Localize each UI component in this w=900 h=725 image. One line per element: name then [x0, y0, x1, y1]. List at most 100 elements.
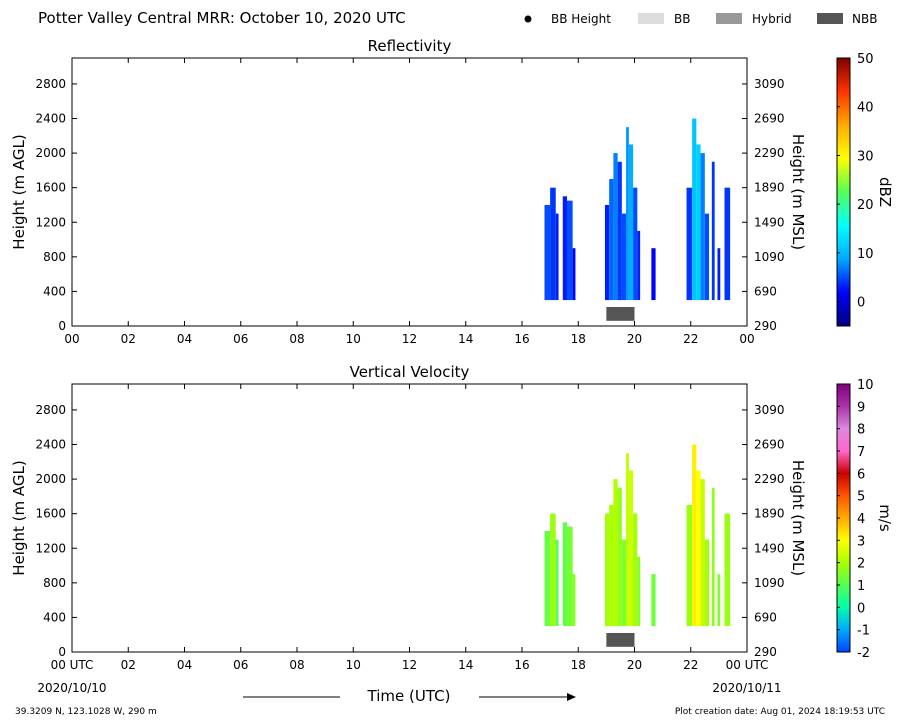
colorbar-tick-label: 10 [857, 378, 874, 393]
x-tick-label: 02 [121, 332, 136, 346]
x-tick-label: 16 [514, 332, 529, 346]
legend-bb-label: BB [674, 12, 690, 26]
echo-cell [555, 539, 559, 627]
echo-cell [604, 513, 610, 627]
colorbar-tick-label: 1 [857, 579, 865, 594]
x-tick-label: 14 [458, 332, 473, 346]
echo-cell [613, 153, 618, 301]
creation-date-text: Plot creation date: Aug 01, 2024 18:19:5… [675, 707, 885, 717]
colorbar [836, 57, 851, 327]
y2-tick-label: 1490 [754, 215, 785, 229]
colorbar-tick-label: 20 [857, 198, 874, 213]
echo-cell [572, 248, 576, 301]
y-tick-label: 1200 [35, 215, 66, 229]
x-tick-label: 10 [346, 332, 361, 346]
echo-cell [550, 513, 556, 627]
figure-title: Potter Valley Central MRR: October 10, 2… [38, 9, 406, 27]
echo-cell [711, 487, 715, 627]
y2-tick-label: 3090 [754, 403, 785, 417]
echo-cell [562, 522, 567, 627]
legend-bb-height-marker [524, 15, 532, 23]
panel-title: Reflectivity [368, 37, 452, 55]
echo-cell [628, 144, 634, 301]
x-tick-label: 12 [402, 332, 417, 346]
echo-cell [717, 248, 721, 301]
y2-tick-label: 3090 [754, 77, 785, 91]
legend-hybrid-label: Hybrid [752, 12, 792, 26]
echo-cell [609, 505, 614, 627]
panel-title: Vertical Velocity [350, 363, 470, 381]
colorbar-tick-label: 30 [857, 149, 874, 164]
y-tick-label: 2400 [35, 112, 66, 126]
colorbar-tick-label: 40 [857, 101, 874, 116]
colorbar-tick-label: -1 [857, 624, 870, 639]
echo-cell [711, 161, 715, 301]
echo-cell [544, 204, 551, 301]
y-tick-label: 800 [43, 250, 66, 264]
y2-tick-label: 2290 [754, 472, 785, 486]
legend-hybrid-swatch [716, 13, 742, 24]
colorbar-tick-label: 3 [857, 534, 865, 549]
legend: BB Height BB Hybrid NBB [524, 12, 877, 26]
y2-axis-label: Height (m MSL) [789, 460, 807, 576]
y-tick-label: 400 [43, 284, 66, 298]
x-tick-label: 10 [346, 658, 361, 672]
echo-cell [626, 453, 629, 627]
echo-cell [604, 204, 610, 301]
legend-bb-height-label: BB Height [551, 12, 611, 26]
colorbar-tick-label: 4 [857, 512, 865, 527]
x-tick-label: 00 [739, 332, 754, 346]
colorbar-tick-label: 6 [857, 467, 865, 482]
xlabel-arrowhead [567, 693, 576, 701]
y2-tick-label: 1490 [754, 541, 785, 555]
echo-cell [704, 539, 710, 627]
echo-cell [724, 187, 731, 301]
y2-tick-label: 2690 [754, 112, 785, 126]
echo-cell [562, 196, 567, 301]
x-axis-label: Time (UTC) [367, 687, 451, 705]
y-tick-label: 0 [58, 645, 66, 659]
echo-cell [700, 479, 705, 627]
echo-cell [633, 513, 638, 627]
x-tick-label: 08 [289, 658, 304, 672]
echo-cell [572, 574, 576, 627]
y-tick-label: 400 [43, 610, 66, 624]
colorbar-tick-label: -2 [857, 646, 870, 661]
x-tick-label: 18 [571, 332, 586, 346]
x-tick-label: 04 [177, 658, 192, 672]
y-tick-label: 2400 [35, 438, 66, 452]
colorbar-tick-label: 2 [857, 557, 865, 572]
bright-band-nbb-marker [606, 306, 635, 321]
colorbar-tick-label: 8 [857, 423, 865, 438]
x-tick-label: 04 [177, 332, 192, 346]
x-tick-label: 06 [233, 332, 248, 346]
echo-cell [686, 505, 693, 627]
echo-cell [609, 179, 614, 301]
echo-cell [555, 213, 559, 301]
echo-cell [696, 144, 701, 301]
x-tick-label: 22 [683, 658, 698, 672]
echo-cell [724, 513, 731, 627]
echo-cell [717, 574, 721, 627]
y-tick-label: 0 [58, 319, 66, 333]
y-axis-label: Height (m AGL) [10, 134, 28, 249]
y2-tick-label: 290 [754, 645, 777, 659]
y2-tick-label: 1090 [754, 576, 785, 590]
colorbar-label: m/s [876, 504, 894, 532]
bright-band-nbb-marker [606, 632, 635, 647]
x-tick-label: 00 UTC [51, 658, 94, 672]
x-tick-label: 16 [514, 658, 529, 672]
y-tick-label: 2800 [35, 77, 66, 91]
echo-cell [651, 574, 656, 627]
echo-cell [686, 187, 693, 301]
legend-nbb-swatch [817, 13, 843, 24]
colorbar-label: dBZ [876, 177, 894, 207]
echo-cell [692, 118, 697, 301]
y-axis-label: Height (m AGL) [10, 460, 28, 575]
y2-tick-label: 690 [754, 284, 777, 298]
x-tick-label: 18 [571, 658, 586, 672]
x-tick-label: 00 [64, 332, 79, 346]
echo-cell [621, 213, 627, 301]
y-tick-label: 1600 [35, 507, 66, 521]
